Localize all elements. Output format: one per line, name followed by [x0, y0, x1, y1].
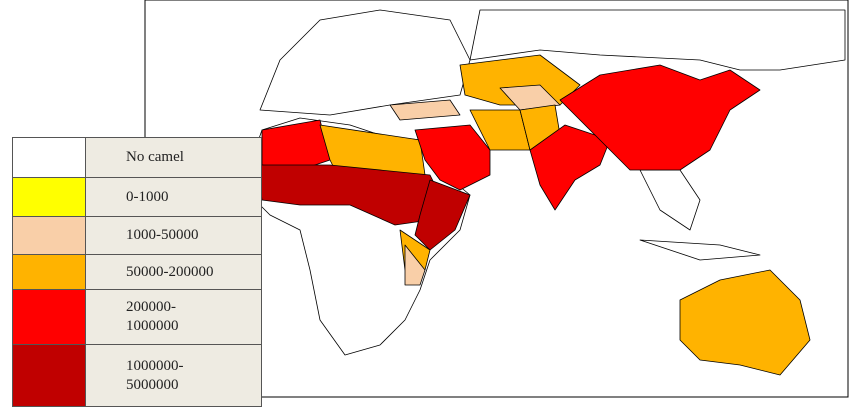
legend-label: 50000-200000	[85, 254, 262, 290]
legend-row: 50000-200000	[12, 254, 262, 290]
turkey	[389, 99, 461, 121]
russia	[469, 9, 846, 71]
legend-row: No camel	[12, 137, 262, 178]
indonesia	[639, 239, 761, 261]
legend-swatch	[12, 289, 86, 345]
arabia	[414, 124, 491, 191]
legend-swatch	[12, 137, 86, 178]
tanzania	[404, 244, 426, 286]
legend-row: 1000000- 5000000	[12, 344, 262, 407]
legend-swatch	[12, 254, 86, 290]
legend-swatch	[12, 216, 86, 255]
australia	[679, 269, 811, 376]
legend-swatch	[12, 177, 86, 217]
legend-row: 200000- 1000000	[12, 289, 262, 345]
legend-row: 1000-50000	[12, 216, 262, 255]
legend-label: 1000-50000	[85, 216, 262, 255]
legend-row: 0-1000	[12, 177, 262, 217]
europe	[259, 9, 471, 116]
legend-label: 1000000- 5000000	[85, 344, 262, 407]
legend-label: No camel	[85, 137, 262, 178]
legend-label: 200000- 1000000	[85, 289, 262, 345]
india	[529, 124, 611, 211]
sahel	[257, 164, 441, 226]
china	[559, 64, 761, 171]
legend: No camel 0-1000 1000-50000 50000-200000 2000…	[12, 137, 262, 407]
legend-label: 0-1000	[85, 177, 262, 217]
central-asia	[499, 84, 561, 111]
legend-swatch	[12, 344, 86, 407]
